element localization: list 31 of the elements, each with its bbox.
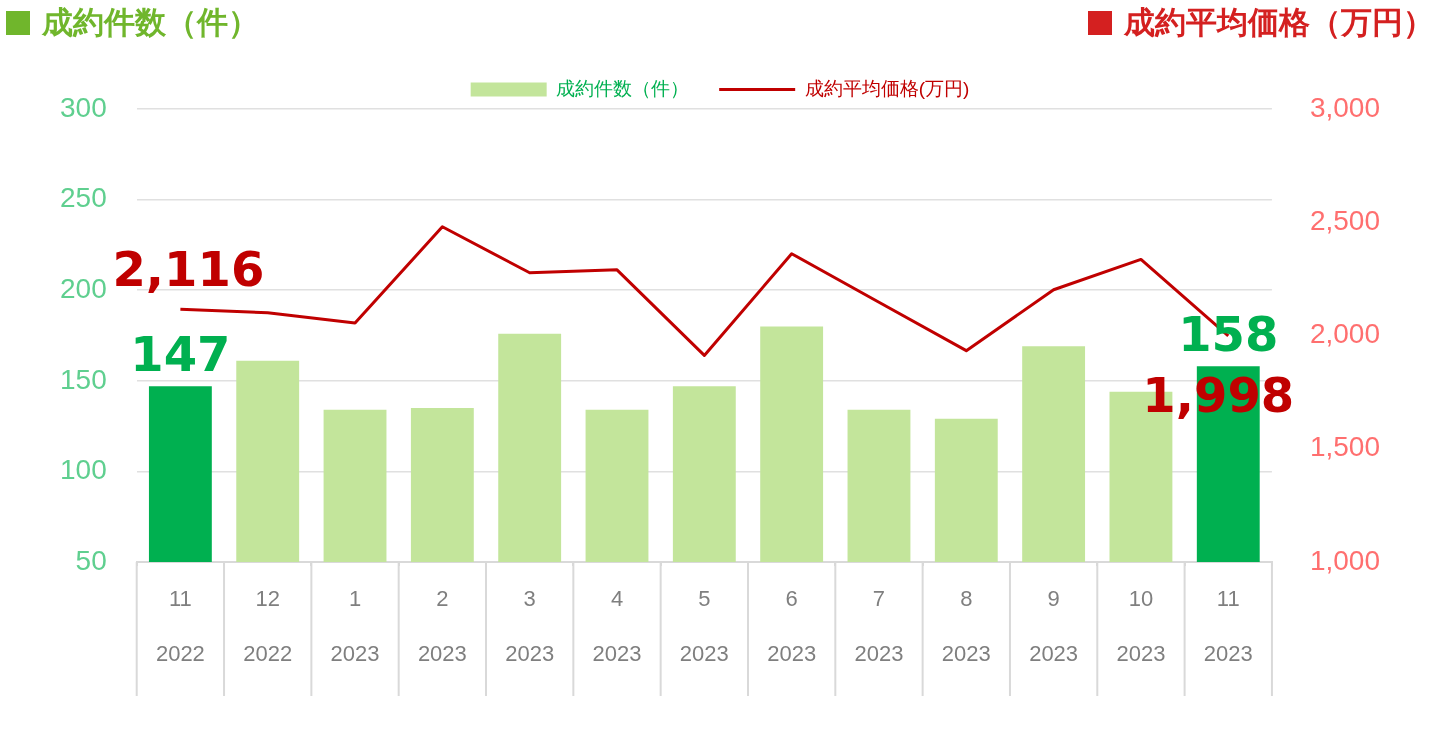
- data-label: 158: [1178, 305, 1279, 362]
- legend-label: 成約件数（件）: [556, 77, 690, 99]
- category-label: 12 2022: [243, 585, 293, 666]
- category-label: 1 2023: [330, 585, 380, 666]
- data-label: 2,116: [112, 240, 265, 297]
- category-label: 11 2022: [155, 585, 205, 666]
- category-label: 6 2023: [767, 585, 817, 666]
- y-tick-label: 200: [60, 272, 107, 304]
- category-label: 2 2023: [417, 585, 467, 666]
- y2-tick-label: 1,000: [1309, 544, 1381, 576]
- legend-label: 成約平均価格(万円): [804, 77, 970, 99]
- y-axis-title: 成約件数（件）: [42, 3, 259, 42]
- category-label: 4 2023: [592, 585, 642, 666]
- data-label: 147: [130, 325, 231, 382]
- category-label: 7 2023: [854, 585, 904, 666]
- category-label: 9 2023: [1029, 585, 1079, 666]
- category-label: 8 2023: [941, 585, 991, 666]
- y-tick-label: 100: [60, 454, 107, 486]
- category-label: 11 2023: [1203, 585, 1253, 666]
- y-tick-label: 50: [75, 544, 107, 576]
- y2-tick-label: 2,000: [1309, 318, 1381, 350]
- y-tick-label: 250: [60, 182, 107, 214]
- y2-tick-label: 1,500: [1309, 431, 1381, 463]
- y-tick-label: 150: [60, 363, 107, 395]
- category-label: 10 2023: [1116, 585, 1166, 666]
- category-label: 3 2023: [505, 585, 555, 666]
- y2-tick-label: 2,500: [1309, 204, 1381, 236]
- y2-tick-label: 3,000: [1309, 91, 1381, 123]
- y2-axis-title: 成約平均価格（万円）: [1124, 3, 1434, 42]
- category-label: 5 2023: [679, 585, 729, 666]
- y-tick-label: 300: [60, 91, 107, 123]
